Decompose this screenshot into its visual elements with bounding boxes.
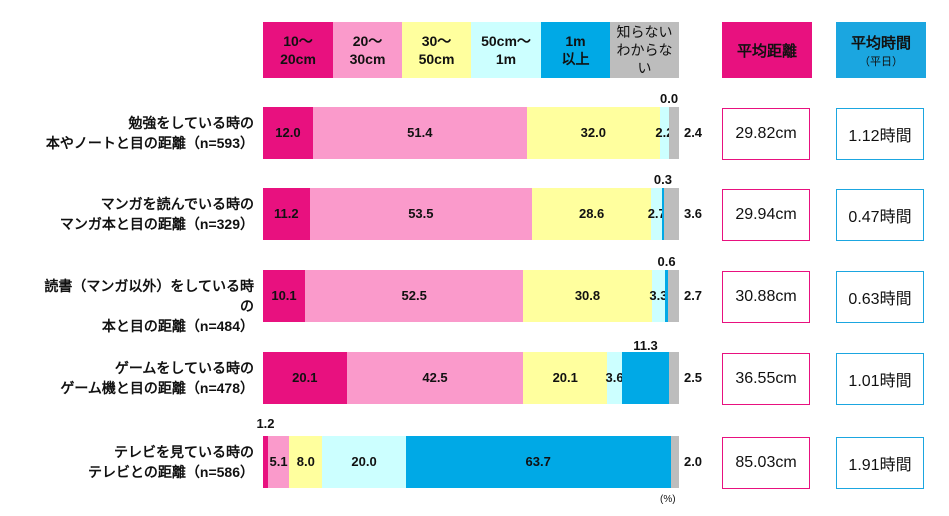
- legend-item: 知らない わからない: [610, 22, 679, 78]
- bar-segment: [667, 270, 679, 322]
- value-label: 30.8: [574, 288, 601, 303]
- bar-segment: [346, 352, 524, 404]
- value-label: 20.1: [552, 370, 578, 385]
- bar-segment: [523, 270, 652, 322]
- value-label: 8.0: [296, 454, 315, 469]
- avg-time-value: 0.47時間: [836, 189, 924, 241]
- bar-segment: [663, 188, 679, 240]
- bar-segment: [405, 436, 671, 488]
- value-label: 2.2: [655, 125, 674, 140]
- bar-segment: [670, 436, 679, 488]
- value-label: 2.4: [683, 125, 703, 140]
- value-label: 0.6: [657, 254, 676, 269]
- row-label: ゲームをしている時の ゲーム機と目の距離（n=478）: [60, 360, 254, 396]
- avg-distance-value: 29.82cm: [722, 108, 810, 160]
- value-label: 51.4: [407, 125, 433, 140]
- row-label: 勉強をしている時の 本やノートと目の距離（n=593）: [45, 115, 254, 151]
- value-label: 52.5: [401, 288, 427, 303]
- avg-distance-value: 29.94cm: [722, 189, 810, 241]
- value-label: 11.2: [273, 206, 299, 221]
- bar-segment: [532, 188, 652, 240]
- bar-segment: [659, 107, 669, 159]
- avg-distance-value: 36.55cm: [722, 353, 810, 405]
- value-label: 32.0: [580, 125, 606, 140]
- bar-segment: [263, 107, 313, 159]
- bar-segment: [665, 270, 668, 322]
- bar-segment: [651, 270, 666, 322]
- avg-time-header: 平均時間 （平日）: [836, 22, 926, 78]
- value-label: 53.5: [408, 206, 434, 221]
- value-label: 0.0: [659, 91, 679, 106]
- avg-time-header-text: 平均時間: [850, 34, 911, 52]
- value-label: 11.3: [633, 338, 658, 353]
- avg-distance-value: 85.03cm: [722, 437, 810, 489]
- value-label: 3.6: [683, 206, 703, 221]
- value-label: 28.6: [578, 206, 605, 221]
- value-label: 2.7: [647, 206, 666, 221]
- value-label: 2.5: [683, 370, 703, 385]
- bar-segment: [669, 352, 680, 404]
- value-label: 10.1: [271, 288, 297, 303]
- unit-label: (%): [660, 494, 676, 505]
- avg-time-value: 1.91時間: [836, 437, 924, 489]
- row-label: テレビを見ている時の テレビとの距離（n=586）: [88, 444, 254, 480]
- value-label: 2.0: [683, 454, 703, 469]
- bar-segment: [289, 436, 323, 488]
- bar-segment: [662, 188, 664, 240]
- legend-item: 30〜 50cm: [402, 22, 471, 78]
- value-label: 20.1: [292, 370, 318, 385]
- avg-distance-value: 30.88cm: [722, 271, 810, 323]
- bar-segment: [651, 188, 663, 240]
- bar-segment: [263, 352, 347, 404]
- legend-item: 20〜 30cm: [333, 22, 402, 78]
- bar-segment: [607, 352, 622, 404]
- avg-distance-header-text: 平均距離: [736, 42, 797, 60]
- bar-segment: [312, 107, 527, 159]
- bar-segment: [305, 270, 524, 322]
- value-label: 63.7: [525, 454, 551, 469]
- value-label: 5.1: [269, 454, 288, 469]
- bar-segment: [267, 436, 290, 488]
- bar-segment: [309, 188, 533, 240]
- bar-segment: [526, 107, 660, 159]
- legend-item: 10〜 20cm: [263, 22, 333, 78]
- avg-time-value: 1.12時間: [836, 108, 924, 160]
- value-label: 2.7: [683, 288, 703, 303]
- avg-time-value: 1.01時間: [836, 353, 924, 405]
- avg-time-subheader: （平日）: [859, 55, 903, 68]
- legend-item: 50cm〜 1m: [471, 22, 541, 78]
- value-label: 12.0: [275, 125, 301, 140]
- value-label: 0.3: [653, 172, 673, 187]
- value-label: 42.5: [422, 370, 448, 385]
- bar-segment: [263, 270, 306, 322]
- value-label: 3.6: [605, 370, 624, 385]
- bar-segment: [669, 107, 679, 159]
- bar-segment: [622, 352, 669, 404]
- avg-time-value: 0.63時間: [836, 271, 924, 323]
- bar-segment: [523, 352, 608, 404]
- row-label: 読書（マンガ以外）をしている時の 本と目の距離（n=484）: [44, 278, 254, 334]
- row-label: マンガを読んでいる時の マンガ本と目の距離（n=329）: [59, 196, 254, 232]
- avg-distance-header: 平均距離: [722, 22, 812, 78]
- value-label: 1.2: [256, 416, 275, 431]
- value-label: 20.0: [351, 454, 377, 469]
- legend-item: 1m 以上: [541, 22, 610, 78]
- bar-segment: [263, 436, 268, 488]
- bar-segment: [263, 188, 310, 240]
- bar-segment: [322, 436, 406, 488]
- value-label: 3.3: [649, 288, 668, 303]
